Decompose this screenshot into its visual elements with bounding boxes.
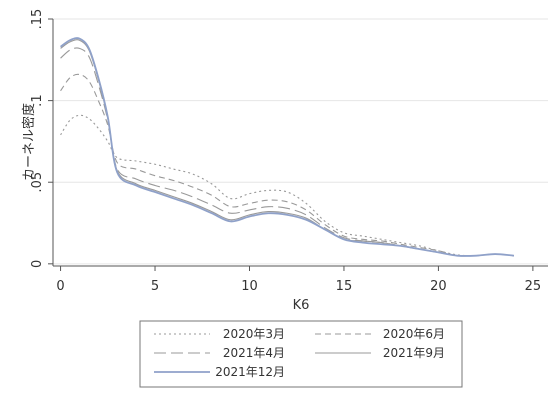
y-tick-label: .1 (30, 94, 45, 106)
x-tick-label: 25 (525, 279, 542, 294)
x-tick-label: 0 (56, 279, 64, 294)
y-tick-label: 0 (30, 260, 45, 268)
axes (52, 19, 548, 267)
y-tick-label: .15 (30, 9, 45, 30)
data-series (60, 37, 515, 257)
legend-box (139, 320, 463, 388)
x-tick-label: 5 (151, 279, 159, 294)
x-axis-title: K6 (293, 298, 310, 313)
legend-label-5: 2021年12月 (215, 365, 285, 379)
grid-lines (53, 18, 548, 265)
series-line-1 (60, 114, 515, 257)
series-line-2 (60, 73, 515, 257)
x-tick-label: 15 (336, 279, 353, 294)
series-line-5 (60, 37, 515, 257)
legend-label-3: 2021年4月 (223, 346, 285, 360)
legend-label-2: 2020年6月 (383, 327, 445, 341)
x-tick-label: 10 (241, 279, 258, 294)
axis-ticks: 0 .05 .1 .15 0 5 10 15 20 25 (30, 9, 541, 294)
y-axis-title: カーネル密度 (21, 103, 37, 181)
x-tick-label: 20 (430, 279, 447, 294)
legend: 2020年3月 2020年6月 2021年4月 2021年9月 2021年12月 (139, 320, 463, 388)
legend-label-1: 2020年3月 (223, 327, 285, 341)
legend-label-4: 2021年9月 (383, 346, 445, 360)
y-tick-label: .05 (30, 172, 45, 193)
